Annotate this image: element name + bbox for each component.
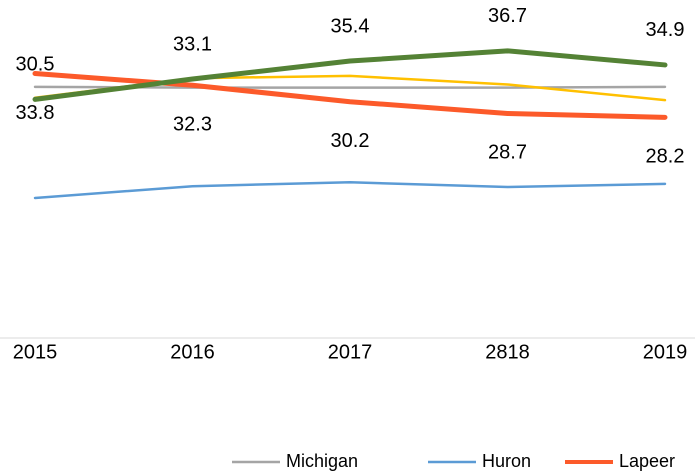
data-label: 33.8 [16,102,55,124]
series-line [33,181,667,200]
legend-label: Huron [482,451,531,471]
data-label: 32.3 [173,114,212,136]
x-tick-label: 2818 [485,341,530,363]
series-line [32,71,668,120]
legend-label: Lapeer [619,451,675,471]
data-label: 30.5 [16,54,55,76]
data-label: 28.7 [488,142,527,164]
data-label: 28.2 [646,146,685,168]
data-label: 35.4 [331,15,370,37]
data-label: 34.9 [646,19,685,41]
series-line [32,48,668,102]
legend-label: Michigan [286,451,358,471]
data-label: 30.2 [331,130,370,152]
x-tick-label: 2015 [13,341,58,363]
x-tick-label: 2017 [328,341,373,363]
data-label: 36.7 [488,5,527,27]
x-tick-label: 2016 [170,341,215,363]
x-tick-label: 2019 [643,341,688,363]
data-label: 33.1 [173,33,212,55]
